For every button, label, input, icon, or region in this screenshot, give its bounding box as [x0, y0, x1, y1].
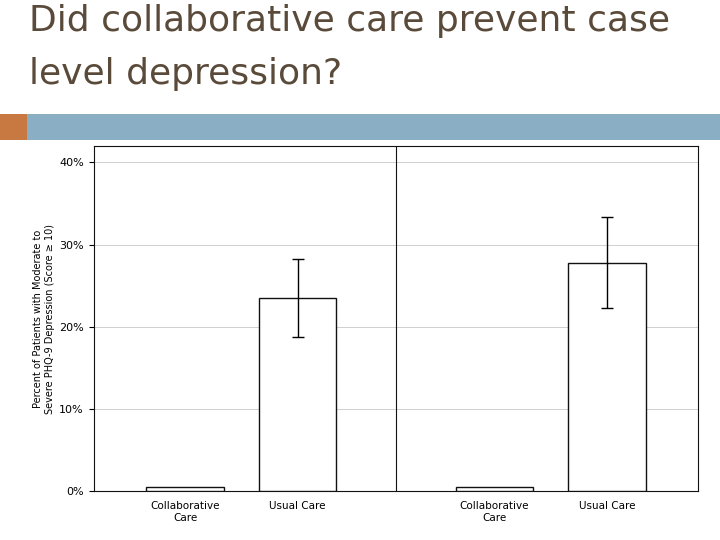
- Text: level depression?: level depression?: [29, 57, 342, 91]
- Bar: [27, 114, 720, 140]
- Y-axis label: Percent of Patients with Moderate to
Severe PHQ-9 Depression (Score ≥ 10): Percent of Patients with Moderate to Sev…: [33, 224, 55, 414]
- Bar: [259, 298, 336, 491]
- Text: Did collaborative care prevent case: Did collaborative care prevent case: [29, 4, 670, 38]
- Bar: [0, 114, 27, 140]
- Bar: [456, 487, 533, 491]
- Bar: [146, 487, 224, 491]
- Bar: [568, 262, 646, 491]
